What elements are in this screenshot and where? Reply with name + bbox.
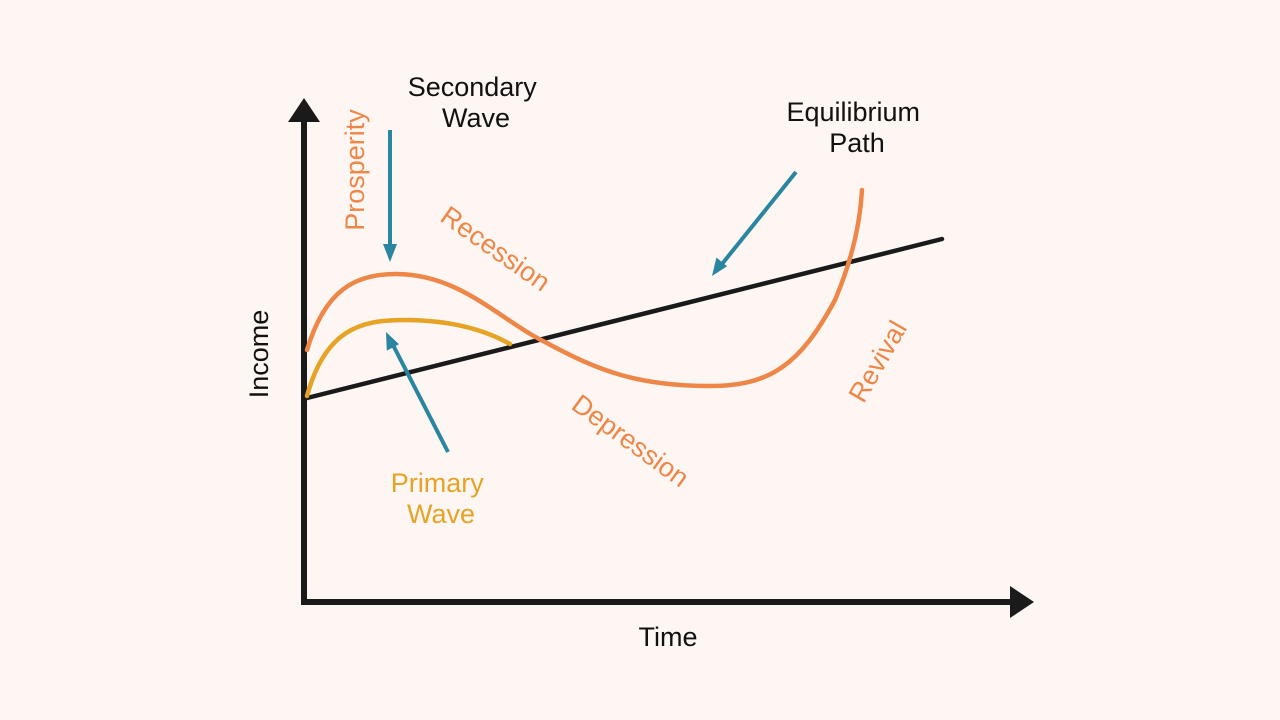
secondary-wave-label-line-1: Secondary [408, 72, 538, 102]
y-axis-label: Income [244, 310, 274, 399]
primary-wave-label-line-1: Primary [391, 468, 484, 498]
x-axis-arrowhead [1010, 586, 1034, 618]
revival-label: Revival [843, 316, 913, 408]
depression-label: Depression [566, 389, 694, 494]
secondary-wave-curve [304, 187, 865, 389]
primary-wave-label: Primary Wave [391, 468, 492, 529]
equilibrium-path-pointer [712, 170, 798, 276]
axes [288, 98, 1034, 618]
primary-wave-label-line-2: Wave [407, 499, 475, 529]
equilibrium-path-label-line-1: Equilibrium [786, 97, 920, 127]
recession-label: Recession [435, 200, 555, 297]
primary-wave-curve [304, 317, 513, 399]
secondary-wave-pointer [383, 130, 397, 262]
equilibrium-path-line [304, 236, 945, 401]
secondary-wave-label-line-2: Wave [442, 103, 510, 133]
equilibrium-path-label-line-2: Path [829, 128, 885, 158]
equilibrium-path-label: Equilibrium Path [786, 97, 927, 158]
primary-wave-pointer [386, 332, 450, 453]
secondary-wave-label: Secondary Wave [408, 72, 545, 133]
x-axis-label: Time [639, 622, 698, 652]
y-axis-arrowhead [288, 98, 320, 122]
prosperity-label: Prosperity [340, 109, 370, 231]
